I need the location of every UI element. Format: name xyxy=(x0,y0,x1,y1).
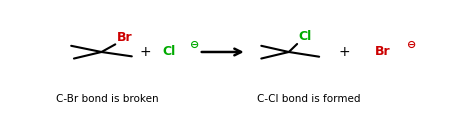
Text: Cl: Cl xyxy=(163,45,176,58)
Text: C-Cl bond is formed: C-Cl bond is formed xyxy=(257,94,361,104)
Text: Cl: Cl xyxy=(299,30,312,43)
Text: Br: Br xyxy=(375,45,390,58)
Text: Br: Br xyxy=(117,31,132,44)
Text: +: + xyxy=(140,45,151,59)
Text: +: + xyxy=(338,45,350,59)
Text: ⊖: ⊖ xyxy=(407,40,416,50)
Text: C-Br bond is broken: C-Br bond is broken xyxy=(55,94,158,104)
Text: ⊖: ⊖ xyxy=(190,40,199,50)
